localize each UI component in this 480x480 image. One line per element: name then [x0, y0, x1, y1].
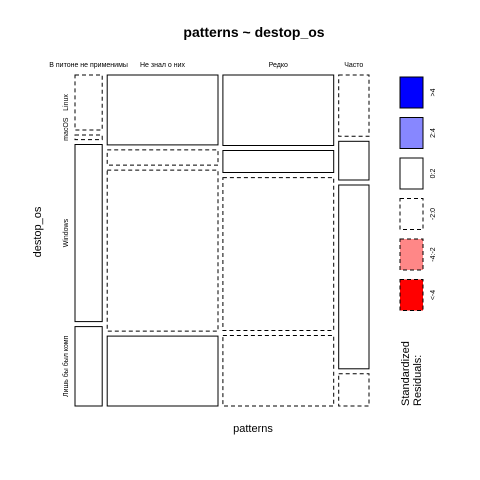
mosaic-cell-2-0: [223, 75, 334, 146]
column-labels: В питоне не применимы Не знал о них Редко Ч…: [49, 62, 363, 69]
y-axis-title: destop_os: [32, 206, 44, 257]
column-label-1: Не знал о них: [140, 62, 186, 69]
legend-label-2: 0:2: [430, 169, 437, 179]
legend: >4 2:4 0:2 -2:0 -4:-2 <-4 Standardized Residual…: [400, 77, 437, 406]
mosaic-cell-3-1: [339, 141, 369, 180]
row-labels: Linux macOS Windows Лишь бы был комп: [62, 94, 70, 397]
column-label-2: Редко: [269, 62, 288, 69]
legend-swatch-1: [400, 118, 423, 149]
mosaic-cells: [75, 75, 369, 406]
mosaic-cell-0-3: [75, 327, 102, 406]
mosaic-cell-1-1: [107, 150, 218, 165]
mosaic-cell-0-1: [75, 135, 102, 140]
legend-label-0: >4: [430, 88, 437, 96]
legend-swatch-4: [400, 239, 423, 270]
legend-label-5: <-4: [430, 290, 437, 300]
mosaic-cell-1-3: [107, 336, 218, 406]
legend-title-line1: Standardized: [400, 341, 412, 406]
row-label-2-windows: Windows: [63, 218, 70, 247]
column-label-0: В питоне не применимы: [49, 62, 128, 69]
mosaic-cell-3-0: [339, 75, 369, 136]
x-axis-title: patterns: [233, 423, 273, 435]
legend-swatch-0: [400, 77, 423, 108]
mosaic-cell-1-2: [107, 170, 218, 331]
row-label-0-linux: Linux: [63, 94, 70, 111]
chart-title: patterns ~ destop_os: [183, 24, 324, 40]
mosaic-cell-0-0: [75, 75, 102, 130]
mosaic-cell-1-0: [107, 75, 218, 145]
row-label-3: Лишь бы был комп: [62, 335, 70, 397]
column-label-3: Часто: [344, 62, 363, 69]
mosaic-cell-0-2: [75, 145, 102, 322]
legend-swatch-3: [400, 199, 423, 230]
legend-title-line2: Residuals:: [412, 355, 424, 406]
legend-swatch-2: [400, 158, 423, 189]
mosaic-cell-2-3: [223, 336, 334, 407]
legend-label-3: -2:0: [430, 208, 437, 220]
legend-label-4: -4:-2: [430, 247, 437, 262]
mosaic-cell-2-1: [223, 151, 334, 173]
legend-swatch-5: [400, 280, 423, 311]
mosaic-cell-3-3: [339, 374, 369, 406]
row-label-1-macos: macOS: [63, 117, 70, 141]
legend-label-1: 2:4: [430, 128, 437, 138]
mosaic-cell-3-2: [339, 185, 369, 369]
mosaic-cell-2-2: [223, 178, 334, 331]
